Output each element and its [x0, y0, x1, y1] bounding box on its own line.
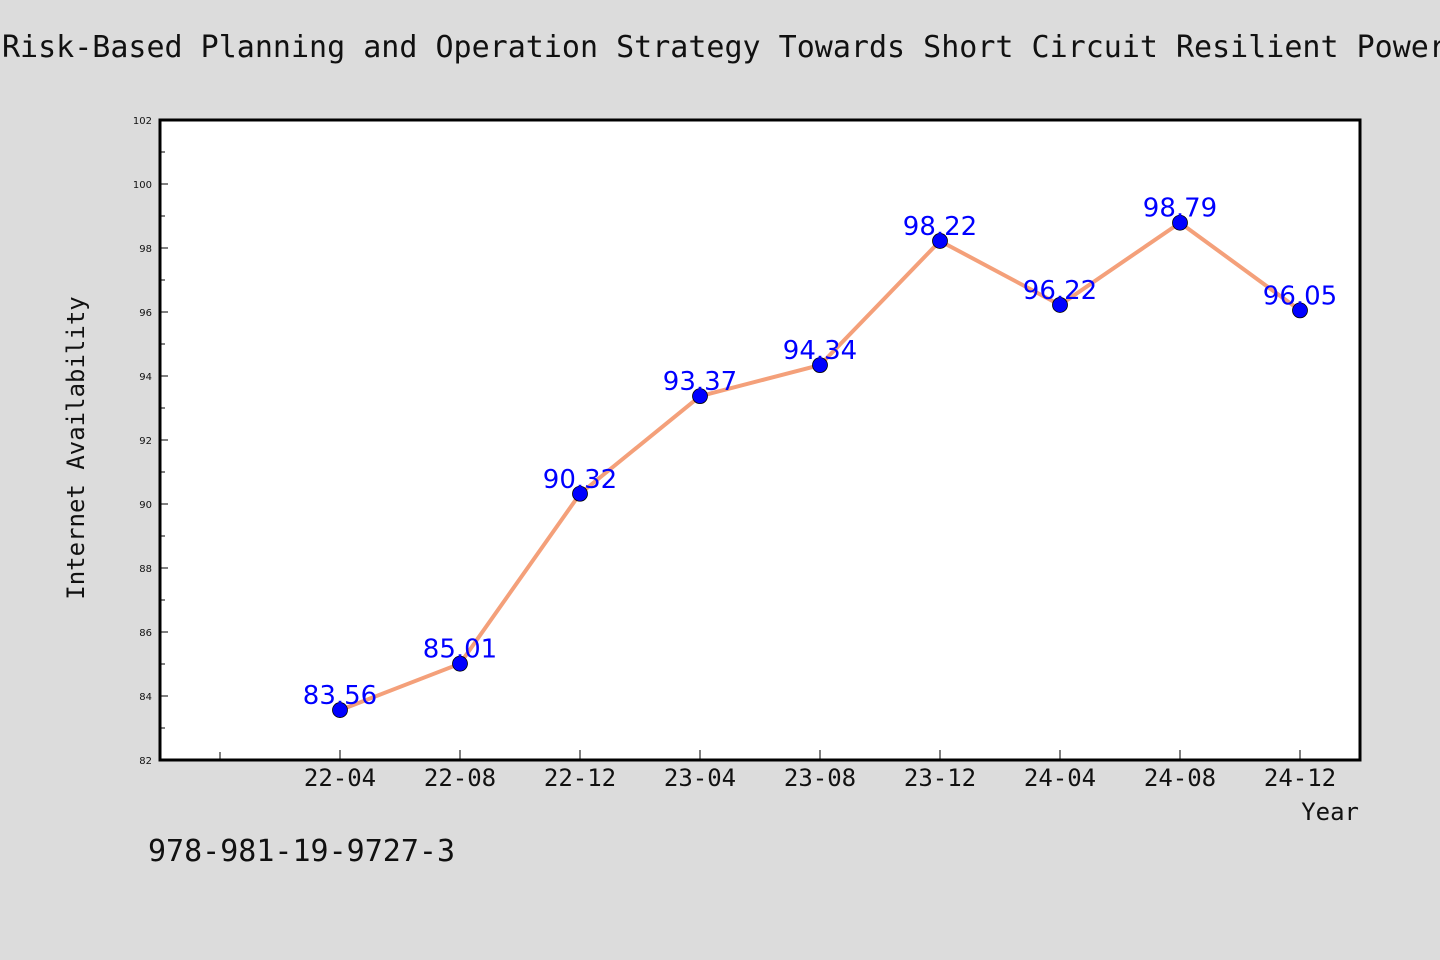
- y-tick-label: 102: [133, 116, 152, 127]
- plot-frame: [158, 118, 1362, 762]
- data-label: 85.01: [423, 635, 497, 665]
- data-point: [572, 485, 588, 502]
- y-axis-ticks: 82 84 86 88 90 92 94 96 98 100 102: [133, 116, 168, 767]
- x-axis-ticks: 22-04 22-08 22-12 23-04 23-08 23-12 24-04 24-08…: [219, 750, 1336, 792]
- y-tick-label: 84: [139, 692, 152, 703]
- data-label: 93.37: [663, 367, 737, 397]
- y-tick-label: 88: [139, 564, 152, 575]
- data-label: 96.05: [1263, 281, 1337, 311]
- data-point: [692, 388, 708, 405]
- y-tick-label: 86: [139, 628, 152, 639]
- y-tick-label: 90: [139, 500, 152, 511]
- x-tick-label: 22-12: [544, 764, 616, 792]
- data-labels: 83.56 85.01 90.32 93.37 94.34 98.22 96.22 98.79…: [303, 194, 1337, 711]
- data-label: 94.34: [783, 336, 857, 366]
- data-point: [452, 655, 468, 672]
- x-tick-label: 22-04: [304, 764, 376, 792]
- x-tick-label: 23-08: [784, 764, 856, 792]
- y-tick-label: 100: [133, 180, 152, 191]
- x-tick-label: 23-04: [664, 764, 736, 792]
- data-label: 98.22: [903, 212, 977, 242]
- x-tick-label: 23-12: [904, 764, 976, 792]
- y-tick-label: 92: [139, 436, 152, 447]
- x-tick-label: 24-04: [1024, 764, 1096, 792]
- y-tick-label: 96: [139, 308, 152, 319]
- data-point: [1292, 302, 1308, 319]
- data-label: 98.79: [1143, 194, 1217, 224]
- data-point: [1172, 214, 1188, 231]
- data-label: 90.32: [543, 465, 617, 495]
- y-tick-label: 82: [139, 756, 152, 767]
- plot-area: [160, 120, 1360, 760]
- footer-isbn: 978-981-19-9727-3: [148, 834, 456, 869]
- data-point: [1052, 297, 1068, 313]
- x-axis-label: Year: [1301, 798, 1359, 826]
- series-layer: [332, 214, 1308, 718]
- data-point: [932, 233, 948, 249]
- x-tick-label: 24-08: [1144, 764, 1216, 792]
- y-tick-label: 94: [139, 372, 152, 383]
- x-tick-label: 22-08: [424, 764, 496, 792]
- x-tick-label: 24-12: [1264, 764, 1336, 792]
- y-tick-label: 98: [139, 244, 152, 255]
- data-point: [332, 702, 348, 718]
- data-label: 96.22: [1023, 276, 1097, 306]
- data-point: [812, 357, 828, 374]
- chart-title: Risk-Based Planning and Operation Strate…: [2, 30, 1440, 65]
- data-label: 83.56: [303, 681, 377, 711]
- y-axis-label: Internet Availability: [62, 296, 90, 599]
